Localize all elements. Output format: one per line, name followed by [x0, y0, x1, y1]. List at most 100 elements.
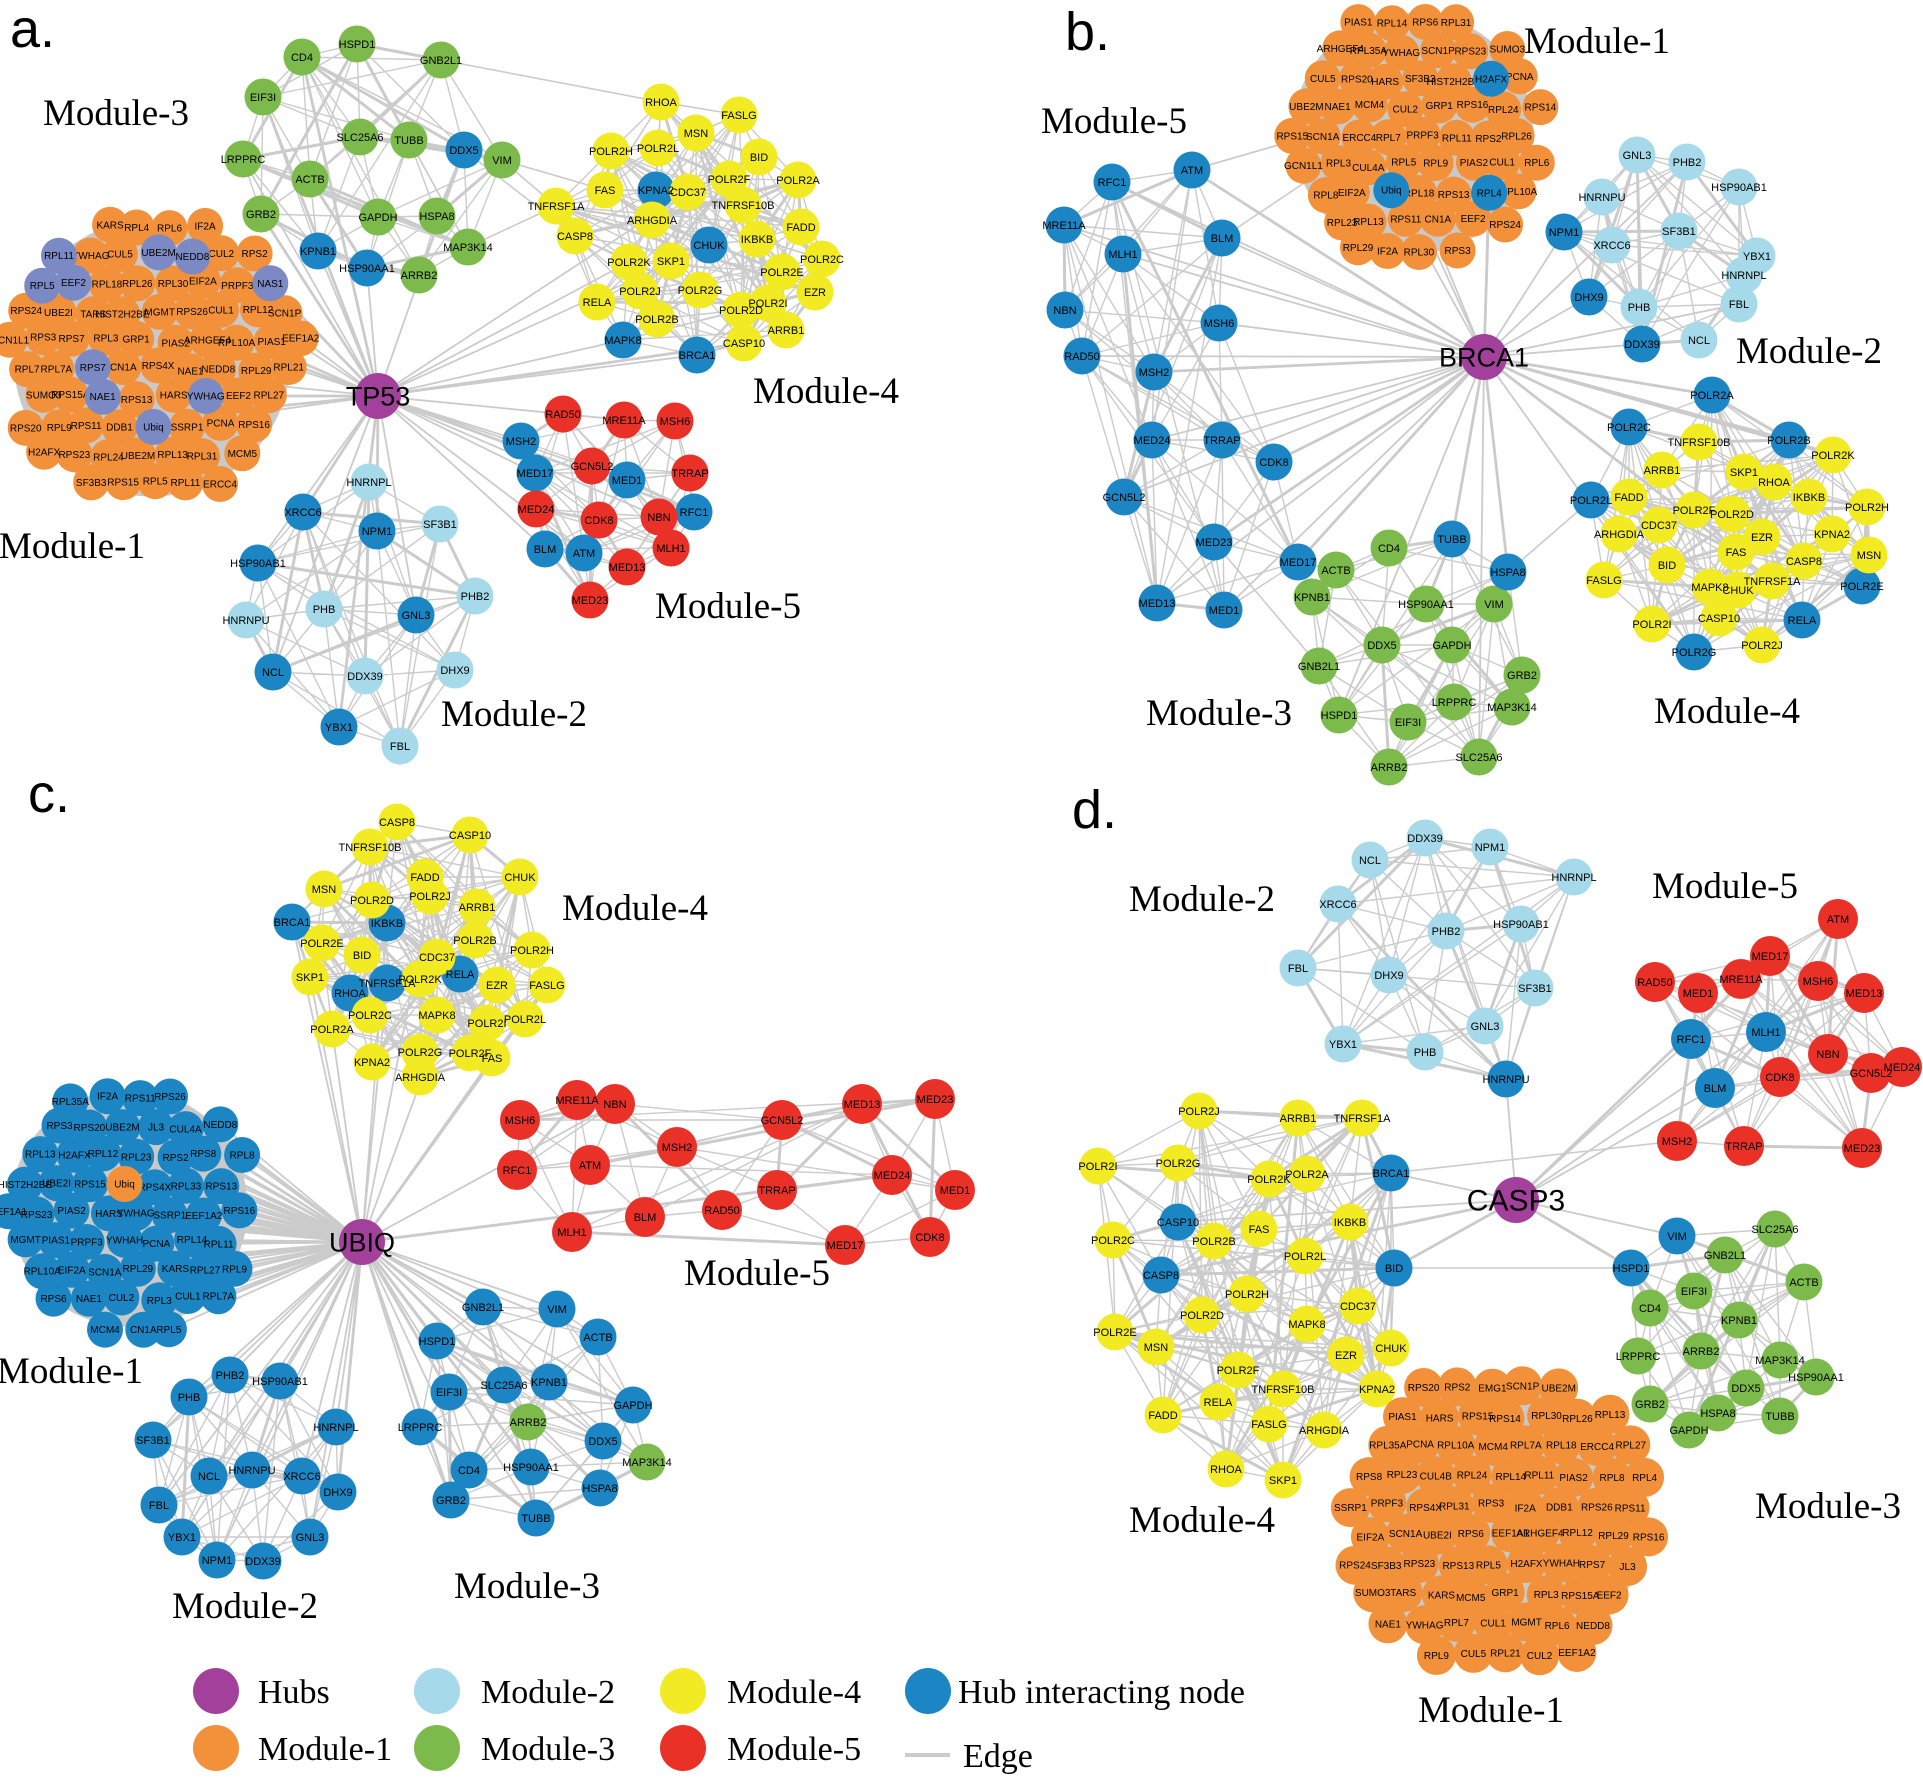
svg-text:RPL31: RPL31: [1441, 18, 1472, 29]
svg-text:PRPF3: PRPF3: [71, 1238, 104, 1249]
svg-text:YBX1: YBX1: [168, 1532, 196, 1544]
svg-text:Module-2: Module-2: [1736, 331, 1882, 372]
svg-text:PIAS1: PIAS1: [1388, 1412, 1417, 1423]
svg-text:RPL30: RPL30: [1404, 248, 1435, 259]
svg-text:RAD50: RAD50: [704, 1205, 739, 1217]
svg-text:NAE1: NAE1: [76, 1294, 103, 1305]
svg-text:DDX39: DDX39: [1624, 339, 1659, 351]
svg-text:SKP1: SKP1: [1730, 467, 1758, 479]
svg-text:Module-1: Module-1: [258, 1731, 392, 1768]
svg-text:TUBB: TUBB: [1437, 534, 1466, 546]
svg-text:HNRNPL: HNRNPL: [1551, 872, 1596, 884]
svg-text:MCM4: MCM4: [1478, 1442, 1508, 1453]
svg-text:RPS16: RPS16: [1457, 100, 1489, 111]
svg-text:PRPF3: PRPF3: [1371, 1498, 1404, 1509]
svg-text:KPNA2: KPNA2: [354, 1057, 390, 1069]
svg-text:POLR2H: POLR2H: [589, 146, 633, 158]
svg-text:JL3: JL3: [1620, 1562, 1637, 1573]
svg-text:Module-1: Module-1: [0, 1351, 143, 1392]
svg-text:DDX5: DDX5: [1367, 640, 1396, 652]
svg-text:DHX9: DHX9: [1374, 970, 1403, 982]
svg-text:SKP1: SKP1: [657, 256, 685, 268]
svg-text:RPS2: RPS2: [1475, 134, 1502, 145]
svg-text:GNB2L1: GNB2L1: [1704, 1250, 1746, 1262]
svg-text:RELA: RELA: [1788, 615, 1817, 627]
svg-text:RPS26: RPS26: [176, 307, 208, 318]
svg-text:RPL5: RPL5: [1391, 158, 1416, 169]
svg-text:CASP10: CASP10: [1157, 1217, 1199, 1229]
svg-text:ATM: ATM: [579, 1160, 601, 1172]
svg-text:DHX9: DHX9: [440, 665, 469, 677]
svg-text:HIST2H2BE: HIST2H2BE: [95, 310, 150, 321]
svg-text:NCL: NCL: [198, 1471, 220, 1483]
svg-text:PIAS1: PIAS1: [1344, 18, 1373, 29]
svg-text:RPL18: RPL18: [1404, 189, 1435, 200]
svg-text:CUL1: CUL1: [1480, 1618, 1506, 1629]
svg-text:DDB1: DDB1: [1546, 1502, 1573, 1513]
svg-text:NEDD8: NEDD8: [175, 252, 209, 263]
svg-text:Module-5: Module-5: [1652, 866, 1798, 907]
svg-text:UBE2I: UBE2I: [44, 308, 73, 319]
svg-text:MRE11A: MRE11A: [602, 415, 646, 427]
svg-text:RPL33: RPL33: [171, 1181, 202, 1192]
svg-text:EZR: EZR: [486, 980, 508, 992]
svg-text:RPS11: RPS11: [1390, 214, 1421, 225]
svg-text:RPL4: RPL4: [1477, 188, 1502, 199]
svg-text:TUBB: TUBB: [521, 1513, 550, 1525]
svg-text:HSPD1: HSPD1: [419, 1336, 456, 1348]
svg-text:RPL11: RPL11: [44, 251, 74, 262]
svg-text:UBE2M: UBE2M: [1541, 1383, 1575, 1394]
svg-text:SCN1P: SCN1P: [1506, 1381, 1540, 1392]
svg-text:RPL24: RPL24: [93, 453, 124, 464]
svg-text:RPL6: RPL6: [157, 224, 182, 235]
svg-text:POLR2F: POLR2F: [1673, 505, 1716, 517]
svg-text:H2AFX: H2AFX: [28, 447, 61, 458]
svg-text:MGMT: MGMT: [10, 1235, 41, 1246]
svg-text:RPL23: RPL23: [121, 1152, 152, 1163]
svg-text:SF3B3: SF3B3: [1371, 1561, 1402, 1572]
svg-text:SCN1A: SCN1A: [1389, 1529, 1423, 1540]
svg-text:POLR2B: POLR2B: [635, 314, 678, 326]
svg-text:EIF3I: EIF3I: [1681, 1286, 1707, 1298]
svg-text:CDK8: CDK8: [915, 1232, 944, 1244]
svg-text:PIAS1: PIAS1: [42, 1236, 71, 1247]
svg-text:ERCC4: ERCC4: [1342, 133, 1376, 144]
svg-text:BRCA1: BRCA1: [679, 350, 716, 362]
svg-text:EIF3I: EIF3I: [436, 1387, 462, 1399]
svg-text:RPL7A: RPL7A: [1510, 1440, 1542, 1451]
svg-text:MED24: MED24: [874, 1170, 911, 1182]
svg-text:EEF1A2: EEF1A2: [1558, 1648, 1596, 1659]
svg-text:RPL12: RPL12: [1562, 1528, 1593, 1539]
svg-text:TNFRSF10B: TNFRSF10B: [339, 842, 402, 854]
svg-text:NCL: NCL: [262, 667, 284, 679]
svg-text:GCN5L2: GCN5L2: [1103, 492, 1146, 504]
svg-text:PRPF3: PRPF3: [1406, 131, 1439, 142]
svg-text:RPS4X: RPS4X: [142, 361, 175, 372]
svg-text:KPNA2: KPNA2: [1359, 1384, 1395, 1396]
svg-text:KPNB1: KPNB1: [1721, 1315, 1757, 1327]
svg-text:RHOA: RHOA: [1210, 1464, 1242, 1476]
svg-text:POLR2J: POLR2J: [619, 286, 661, 298]
svg-text:IF2A: IF2A: [97, 1092, 118, 1103]
svg-text:CUL2: CUL2: [209, 249, 235, 260]
svg-text:RPS13: RPS13: [1438, 190, 1470, 201]
svg-text:RPL4: RPL4: [1632, 1473, 1657, 1484]
svg-text:RPL31: RPL31: [1439, 1501, 1470, 1512]
svg-text:CDK8: CDK8: [1259, 457, 1288, 469]
svg-text:DDB1: DDB1: [106, 423, 133, 434]
svg-text:RPL30: RPL30: [1531, 1411, 1562, 1422]
svg-text:GRP1: GRP1: [122, 334, 150, 345]
svg-text:RPL35A: RPL35A: [1350, 46, 1388, 57]
svg-text:RPL12: RPL12: [88, 1149, 119, 1160]
svg-text:RPS20: RPS20: [10, 423, 42, 434]
svg-text:GRB2: GRB2: [1507, 670, 1537, 682]
svg-text:ATM: ATM: [1181, 165, 1203, 177]
svg-text:RPS3: RPS3: [1445, 246, 1472, 257]
svg-text:DDX5: DDX5: [588, 1436, 617, 1448]
svg-text:MLH1: MLH1: [1108, 249, 1137, 261]
svg-text:Module-5: Module-5: [1041, 101, 1187, 142]
svg-text:RELA: RELA: [446, 969, 475, 981]
svg-text:TP53: TP53: [346, 381, 411, 411]
svg-text:YWHAG: YWHAG: [72, 251, 110, 262]
svg-text:RPL10A: RPL10A: [1500, 187, 1538, 198]
